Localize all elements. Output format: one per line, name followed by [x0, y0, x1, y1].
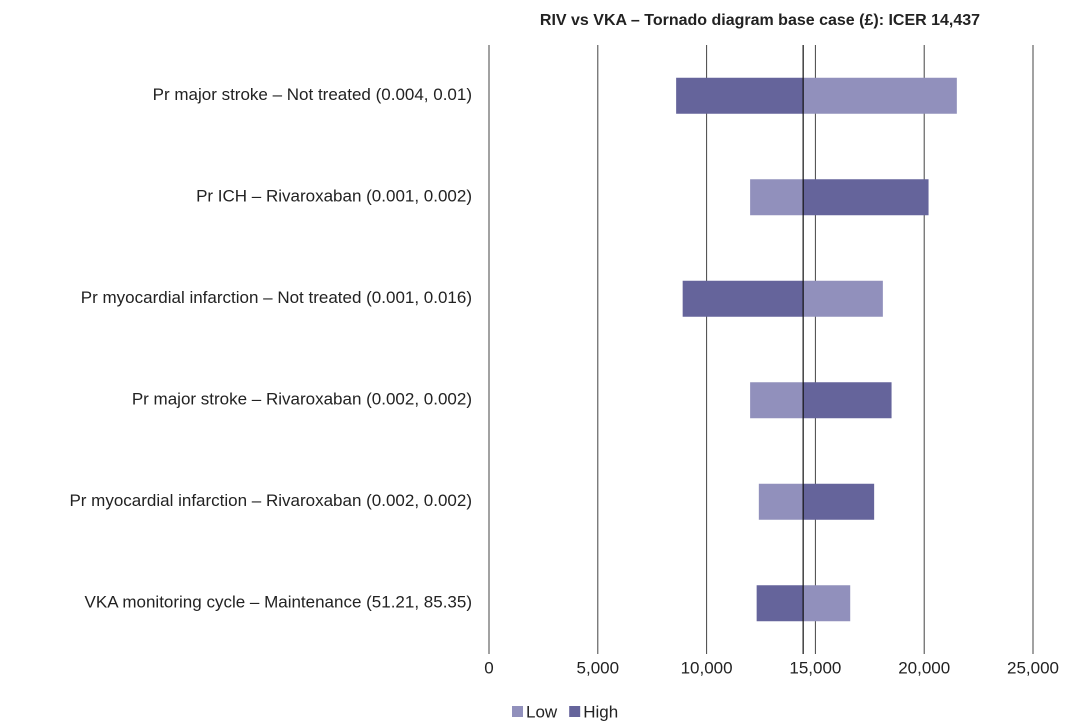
- bar: [750, 179, 804, 216]
- bar: [803, 179, 929, 216]
- bar: [803, 77, 957, 114]
- x-tick-label: 20,000: [898, 658, 950, 677]
- bar: [676, 77, 804, 114]
- y-tick-label: Pr ICH – Rivaroxaban (0.001, 0.002): [196, 187, 472, 206]
- bar: [750, 382, 804, 419]
- bar: [803, 382, 892, 419]
- x-tick-label: 5,000: [577, 658, 620, 677]
- bar: [756, 585, 804, 622]
- y-tick-label: Pr myocardial infarction – Not treated (…: [81, 288, 472, 307]
- x-tick-label: 15,000: [789, 658, 841, 677]
- y-tick-label: VKA monitoring cycle – Maintenance (51.2…: [85, 593, 472, 612]
- legend-label: High: [583, 702, 618, 721]
- bar: [758, 483, 804, 520]
- y-tick-label: Pr major stroke – Rivaroxaban (0.002, 0.…: [132, 390, 472, 409]
- y-tick-label: Pr myocardial infarction – Rivaroxaban (…: [69, 491, 472, 510]
- x-tick-label: 10,000: [681, 658, 733, 677]
- legend-swatch: [569, 706, 581, 717]
- x-tick-label: 25,000: [1007, 658, 1059, 677]
- bar: [803, 483, 875, 520]
- legend-swatch: [512, 706, 523, 717]
- y-tick-label: Pr major stroke – Not treated (0.004, 0.…: [153, 85, 472, 104]
- chart-title: RIV vs VKA – Tornado diagram base case (…: [540, 12, 980, 29]
- bar: [803, 585, 851, 622]
- legend-label: Low: [526, 702, 558, 721]
- bar: [682, 280, 804, 317]
- bar: [803, 280, 883, 317]
- x-tick-label: 0: [484, 658, 493, 677]
